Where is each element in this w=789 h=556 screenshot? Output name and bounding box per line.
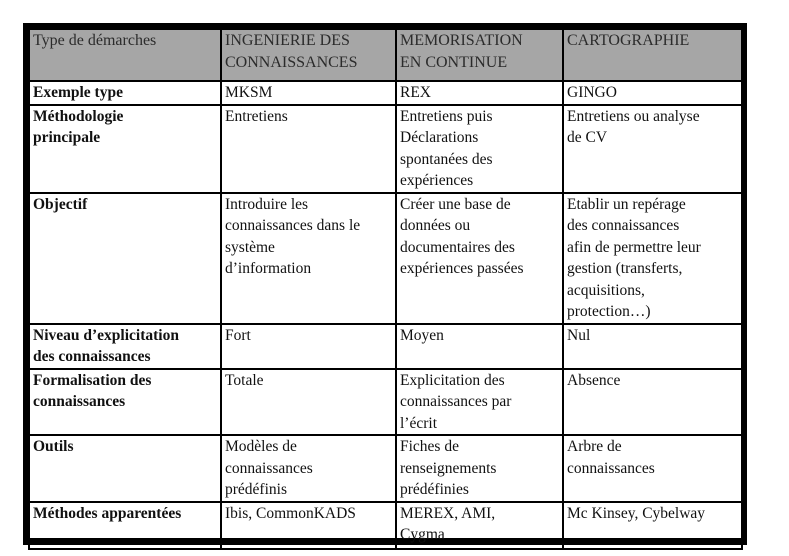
- table-cell: GINGO: [562, 80, 743, 106]
- table-cell: Nul: [562, 322, 743, 370]
- table-cell: Absence: [562, 367, 743, 436]
- row-label: Formalisation des connaissances: [28, 367, 222, 436]
- table-cell: Fort: [220, 322, 397, 370]
- table-header-row: Type de démarches INGENIERIE DES CONNAIS…: [28, 28, 743, 82]
- table-cell: Mc Kinsey, Cybelway: [562, 500, 743, 550]
- table-cell: Etablir un repérage des connaissances af…: [562, 191, 743, 325]
- table-cell: Arbre de connaissances: [562, 434, 743, 503]
- table-cell: Entretiens ou analyse de CV: [562, 103, 743, 194]
- row-label: Objectif: [28, 191, 222, 325]
- table-row: Méthodes apparentées Ibis, CommonKADS ME…: [28, 500, 743, 550]
- table-cell: REX: [395, 80, 564, 106]
- table-cell: Totale: [220, 367, 397, 436]
- row-label: Méthodes apparentées: [28, 500, 222, 550]
- header-cell: INGENIERIE DES CONNAISSANCES: [220, 28, 397, 82]
- row-label: Méthodologie principale: [28, 103, 222, 194]
- table-row: Exemple type MKSM REX GINGO: [28, 80, 743, 106]
- table-cell: Créer une base de données ou documentair…: [395, 191, 564, 325]
- table-cell: Ibis, CommonKADS: [220, 500, 397, 550]
- header-cell: CARTOGRAPHIE: [562, 28, 743, 82]
- table-cell: MEREX, AMI, Cygma: [395, 500, 564, 550]
- table-row: Formalisation des connaissances Totale E…: [28, 367, 743, 436]
- header-cell: Type de démarches: [28, 28, 222, 82]
- table-row: Niveau d’explicitation des connaissances…: [28, 322, 743, 370]
- comparison-table: Type de démarches INGENIERIE DES CONNAIS…: [28, 28, 743, 550]
- table-cell: Fiches de renseignements prédéfinies: [395, 434, 564, 503]
- row-label: Exemple type: [28, 80, 222, 106]
- table-cell: Modèles de connaissances prédéfinis: [220, 434, 397, 503]
- table-frame: Type de démarches INGENIERIE DES CONNAIS…: [23, 23, 747, 550]
- row-label: Outils: [28, 434, 222, 503]
- header-cell: MEMORISATION EN CONTINUE: [395, 28, 564, 82]
- table-row: Méthodologie principale Entretiens Entre…: [28, 103, 743, 194]
- table-cell: Moyen: [395, 322, 564, 370]
- table-cell: Entretiens puis Déclarations spontanées …: [395, 103, 564, 194]
- table-cell: Explicitation des connaissances par l’éc…: [395, 367, 564, 436]
- table-row: Objectif Introduire les connaissances da…: [28, 191, 743, 325]
- table-cell: Introduire les connaissances dans le sys…: [220, 191, 397, 325]
- table-cell: MKSM: [220, 80, 397, 106]
- table-row: Outils Modèles de connaissances prédéfin…: [28, 434, 743, 503]
- table-cell: Entretiens: [220, 103, 397, 194]
- row-label: Niveau d’explicitation des connaissances: [28, 322, 222, 370]
